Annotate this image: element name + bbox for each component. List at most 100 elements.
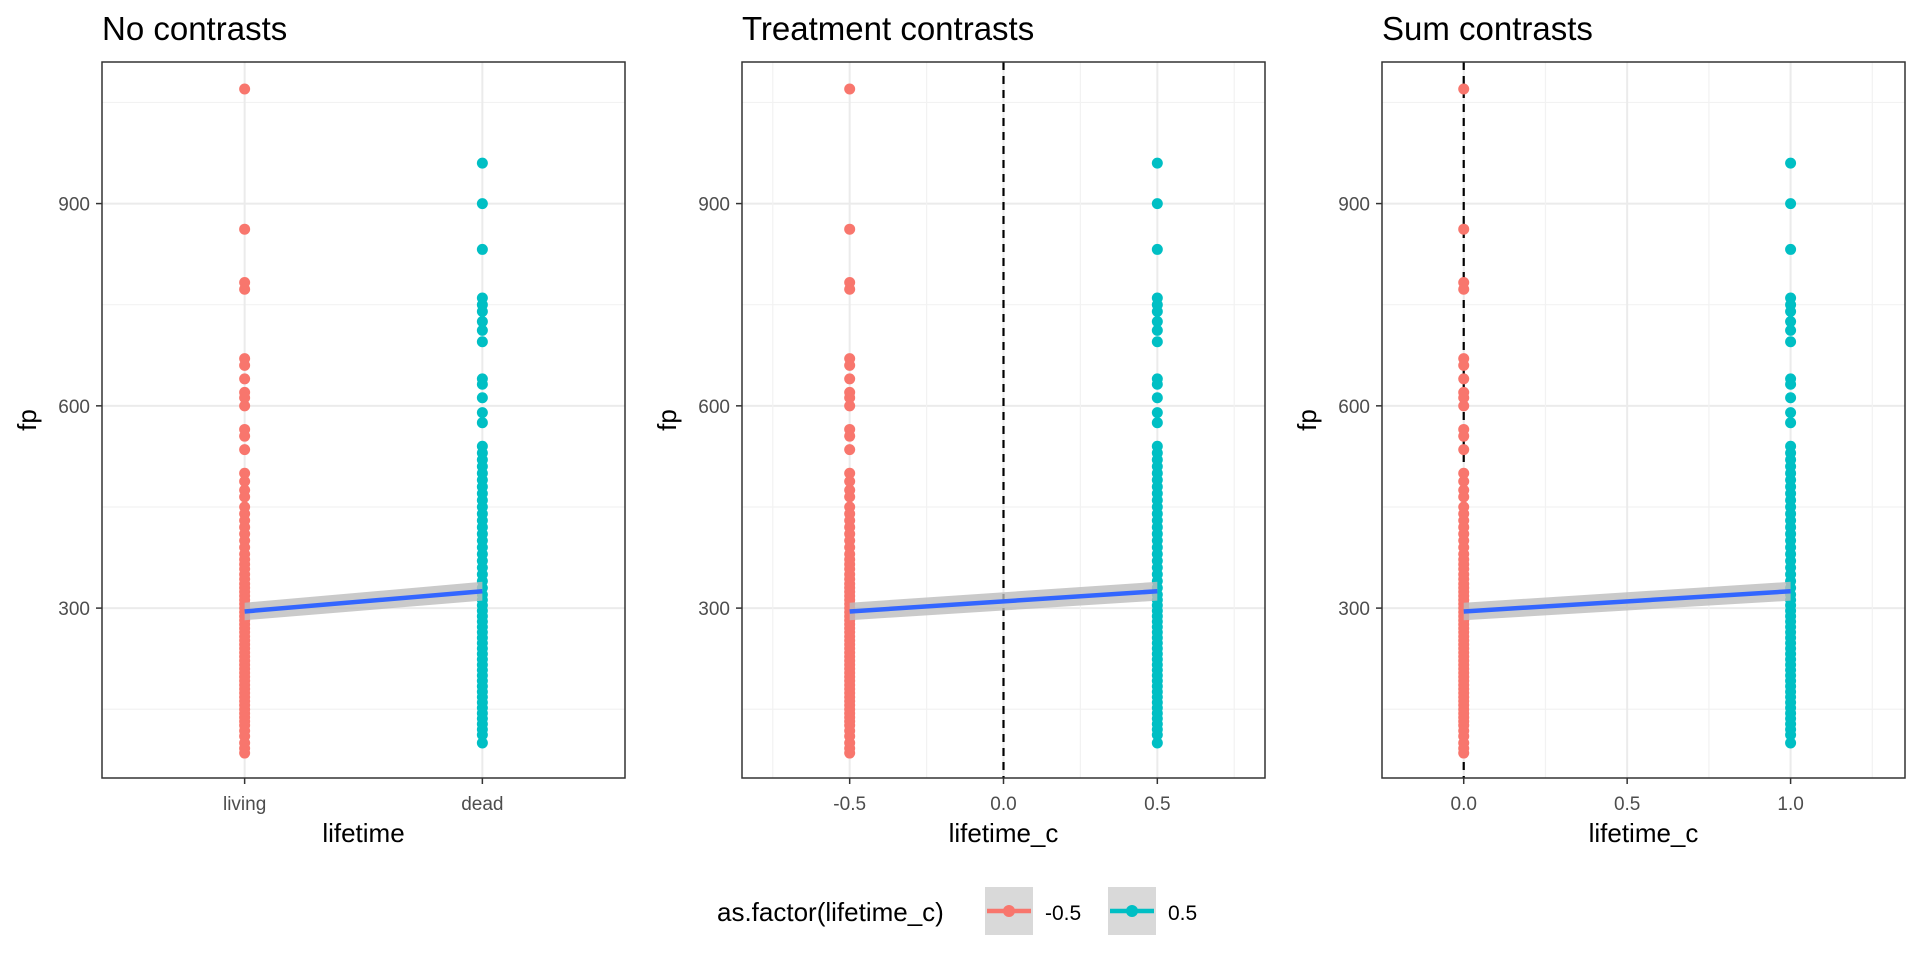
data-point-dead [476, 243, 488, 255]
regression-line [1463, 589, 1791, 614]
legend-label: -0.5 [1045, 902, 1081, 925]
y-tick-label: 300 [1338, 599, 1370, 620]
y-axis-label: fp [1292, 409, 1322, 431]
data-point-living [239, 359, 251, 371]
data-point-living [239, 83, 251, 95]
data-point-dead [1151, 737, 1163, 749]
data-point-dead [1785, 243, 1797, 255]
y-tick-label: 300 [698, 599, 730, 620]
panel-title: Treatment contrasts [742, 10, 1034, 47]
data-point-living [844, 373, 856, 385]
data-point-dead [1151, 417, 1163, 429]
legend-key-point [1126, 905, 1138, 917]
data-point-living [239, 491, 251, 503]
data-point-living [1458, 373, 1470, 385]
data-point-dead [1151, 243, 1163, 255]
x-axis-label: lifetime_c [1589, 818, 1699, 848]
data-point-dead [1785, 392, 1797, 404]
data-point-living [239, 747, 251, 759]
regression-line [849, 589, 1158, 614]
x-tick-label: dead [461, 794, 503, 815]
data-point-living [239, 475, 251, 487]
panel-background [102, 62, 625, 778]
y-axis-label: fp [652, 409, 682, 431]
panel-border [1381, 61, 1906, 779]
data-point-dead [1785, 407, 1797, 419]
data-point-living [1458, 83, 1470, 95]
data-point-dead [1785, 336, 1797, 348]
legend-key-point [1003, 905, 1015, 917]
data-point-dead [1785, 305, 1797, 317]
data-point-living [1458, 283, 1470, 295]
y-tick-label: 900 [698, 195, 730, 216]
data-point-living [844, 747, 856, 759]
y-tick-label: 900 [58, 195, 90, 216]
data-point-dead [476, 305, 488, 317]
data-point-living [844, 430, 856, 442]
data-point-dead [1151, 316, 1163, 328]
legend: as.factor(lifetime_c) -0.5 0.5 [717, 887, 1197, 935]
x-axis-label: lifetime [322, 818, 404, 848]
data-point-living [239, 467, 251, 479]
x-tick-label: 0.0 [990, 794, 1016, 815]
data-point-dead [1151, 324, 1163, 336]
data-point-dead [1785, 198, 1797, 210]
data-point-dead [1785, 378, 1797, 390]
data-point-dead [476, 407, 488, 419]
panel-title: Sum contrasts [1382, 10, 1593, 47]
data-point-dead [476, 392, 488, 404]
data-point-living [239, 400, 251, 412]
x-tick-label: living [223, 794, 266, 815]
y-axis-label: fp [12, 409, 42, 431]
data-point-living [1458, 400, 1470, 412]
data-point-living [844, 392, 856, 404]
panel-3: 300 600 900 0.0 0.5 1.0 Sum contrasts lifetime_… [1292, 10, 1906, 848]
data-point-living [1458, 444, 1470, 456]
data-point-living [1458, 223, 1470, 235]
data-point-dead [476, 157, 488, 169]
panel-2: 300 600 900 -0.5 0.0 0.5 Treatment contrasts li… [652, 10, 1266, 848]
data-point-living [844, 475, 856, 487]
x-tick-label: 0.5 [1614, 794, 1640, 815]
panel-title: No contrasts [102, 10, 287, 47]
y-tick-label: 600 [1338, 397, 1370, 418]
y-tick-label: 600 [698, 397, 730, 418]
data-point-dead [1151, 336, 1163, 348]
data-point-living [239, 430, 251, 442]
panel-background [1382, 62, 1905, 778]
data-point-living [1458, 747, 1470, 759]
data-point-living [844, 359, 856, 371]
legend-title: as.factor(lifetime_c) [717, 897, 944, 927]
data-point-dead [476, 336, 488, 348]
data-point-living [239, 283, 251, 295]
data-point-living [239, 223, 251, 235]
data-point-living [1458, 491, 1470, 503]
data-point-dead [476, 316, 488, 328]
data-point-dead [476, 417, 488, 429]
y-tick-label: 300 [58, 599, 90, 620]
x-axis-label: lifetime_c [949, 818, 1059, 848]
data-point-dead [1785, 737, 1797, 749]
data-point-dead [1785, 324, 1797, 336]
data-point-dead [1785, 316, 1797, 328]
data-point-dead [1151, 198, 1163, 210]
y-tick-label: 600 [58, 397, 90, 418]
x-tick-label: -0.5 [833, 794, 866, 815]
data-point-dead [476, 729, 488, 741]
data-point-living [1458, 430, 1470, 442]
data-point-dead [1151, 407, 1163, 419]
data-point-living [844, 491, 856, 503]
data-point-dead [1785, 417, 1797, 429]
data-point-living [1458, 359, 1470, 371]
data-point-dead [1785, 157, 1797, 169]
data-point-living [844, 467, 856, 479]
x-tick-label: 0.0 [1451, 794, 1477, 815]
legend-label: 0.5 [1168, 902, 1197, 925]
x-tick-label: 0.5 [1144, 794, 1170, 815]
data-point-living [239, 392, 251, 404]
data-point-dead [1151, 157, 1163, 169]
data-point-dead [1151, 305, 1163, 317]
data-point-dead [1151, 392, 1163, 404]
data-point-dead [476, 198, 488, 210]
